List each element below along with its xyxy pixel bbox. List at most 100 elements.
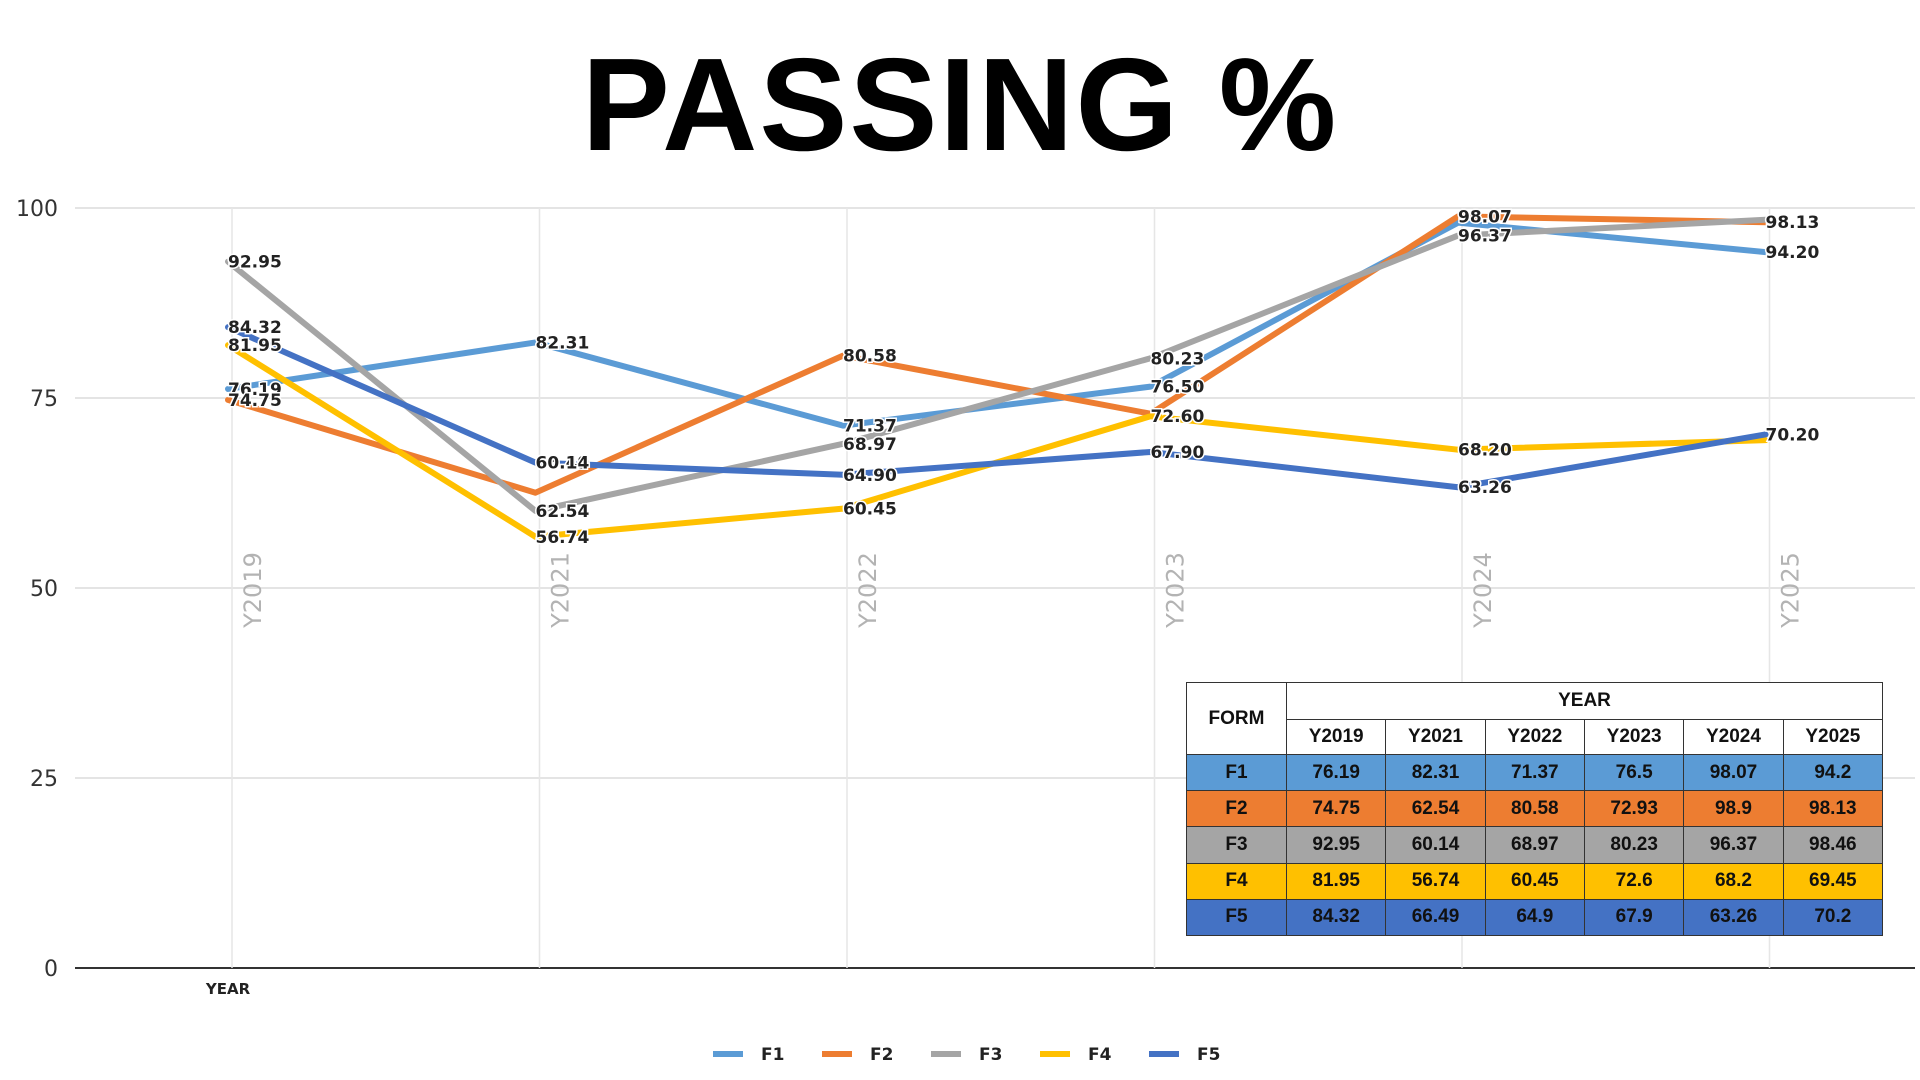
data-label: 68.97 xyxy=(843,435,897,455)
table-row-f5: F5 84.32 66.49 64.9 67.9 63.26 70.2 xyxy=(1186,898,1884,937)
table-column-header: Y2023 xyxy=(1583,719,1685,755)
table-cell: 98.9 xyxy=(1683,790,1784,828)
data-label: 60.45 xyxy=(843,500,897,520)
x-tick-label: Y2024 xyxy=(1469,552,1497,629)
table-row-f3: F3 92.95 60.14 68.97 80.23 96.37 98.46 xyxy=(1186,826,1884,864)
x-axis-ticks: Y2019 Y2021 Y2022 Y2023 Y2024 Y2025 xyxy=(239,552,1805,629)
data-label: 80.58 xyxy=(843,347,897,367)
y-tick-label: 100 xyxy=(16,197,58,222)
table-cell: 68.2 xyxy=(1683,862,1784,900)
data-label: 80.23 xyxy=(1151,349,1205,369)
table-cell: 96.37 xyxy=(1683,826,1784,864)
table-cell: 82.31 xyxy=(1385,753,1486,792)
series-line-f2 xyxy=(225,213,1769,496)
data-label: 98.13 xyxy=(1766,213,1820,233)
chart-title: PASSING % xyxy=(581,31,1339,178)
data-table: FORM YEAR Y2019 Y2021 Y2022 Y2023 Y2024 Y2025… xyxy=(1186,682,1884,937)
table-cell: 64.9 xyxy=(1484,898,1585,937)
table-cell: 69.45 xyxy=(1782,862,1884,900)
data-label: 56.74 xyxy=(536,528,590,548)
table-cell: 68.97 xyxy=(1484,826,1585,864)
table-cell-form: F3 xyxy=(1186,826,1287,864)
table-cell: 62.54 xyxy=(1385,790,1486,828)
table-header-form: FORM xyxy=(1186,682,1287,755)
data-label: 63.26 xyxy=(1458,478,1512,498)
x-tick-label: Y2021 xyxy=(547,552,575,629)
data-label: 98.07 xyxy=(1458,207,1512,227)
table-column-header: Y2021 xyxy=(1385,719,1486,755)
table-body: F1 76.19 82.31 71.37 76.5 98.07 94.2 F2 74.75 62.… xyxy=(1186,753,1884,937)
data-label: 94.20 xyxy=(1766,243,1820,263)
table-cell: 60.14 xyxy=(1385,826,1486,864)
table-cell: 70.2 xyxy=(1782,898,1884,937)
data-label: 81.95 xyxy=(228,336,282,356)
data-label: 67.90 xyxy=(1151,443,1205,463)
table-cell: 80.23 xyxy=(1583,826,1685,864)
data-label: 76.50 xyxy=(1151,378,1205,398)
y-tick-label: 75 xyxy=(30,387,58,412)
table-column-header: Y2025 xyxy=(1782,719,1884,755)
table-header-year: YEAR xyxy=(1286,682,1883,720)
table-column-header: Y2019 xyxy=(1285,719,1387,755)
table-cell: 76.5 xyxy=(1583,753,1685,792)
table-row-f2: F2 74.75 62.54 80.58 72.93 98.9 98.13 xyxy=(1186,790,1884,828)
legend-label-f2: F2 xyxy=(870,1045,893,1065)
series-line-f5 xyxy=(225,324,1769,491)
table-cell: 81.95 xyxy=(1285,862,1387,900)
data-label: 82.31 xyxy=(536,333,590,353)
series-line-f1 xyxy=(225,219,1769,429)
data-label: 74.75 xyxy=(228,391,282,411)
table-cell-form: F2 xyxy=(1186,790,1287,828)
table-cell: 98.07 xyxy=(1683,753,1784,792)
table-cell: 98.46 xyxy=(1782,826,1884,864)
table-cell: 76.19 xyxy=(1285,753,1387,792)
data-label: 60.14 xyxy=(536,454,590,474)
table-cell-form: F1 xyxy=(1186,753,1287,792)
table-cell-form: F5 xyxy=(1186,898,1287,937)
y-tick-label: 50 xyxy=(30,577,58,602)
series-lines xyxy=(225,213,1769,540)
data-label: 66.49 xyxy=(536,454,590,474)
table-column-header: Y2022 xyxy=(1484,719,1585,755)
table-cell: 98.13 xyxy=(1782,790,1884,828)
table-cell: 66.49 xyxy=(1385,898,1486,937)
x-tick-label: Y2023 xyxy=(1162,552,1190,629)
series-line-f3 xyxy=(225,216,1769,514)
legend-label-f4: F4 xyxy=(1088,1045,1112,1065)
data-label: 96.37 xyxy=(1458,227,1512,247)
data-label: 64.90 xyxy=(843,466,897,486)
y-tick-label: 25 xyxy=(30,767,58,792)
data-label: 62.54 xyxy=(536,502,590,522)
y-tick-label: 0 xyxy=(44,957,58,982)
table-row-f4: F4 81.95 56.74 60.45 72.6 68.2 69.45 xyxy=(1186,862,1884,900)
table-column-headers: Y2019 Y2021 Y2022 Y2023 Y2024 Y2025 xyxy=(1187,719,1884,755)
table-cell-form: F4 xyxy=(1186,862,1287,900)
table-cell: 72.93 xyxy=(1583,790,1685,828)
data-labels: 76.19 82.31 71.37 76.50 94.20 74.75 80.58 98.07… xyxy=(227,206,1821,549)
x-tick-label: Y2025 xyxy=(1777,552,1805,629)
x-tick-label: Y2019 xyxy=(239,552,267,629)
table-cell: 84.32 xyxy=(1285,898,1387,937)
data-label: 84.32 xyxy=(228,318,282,338)
table-row-f1: F1 76.19 82.31 71.37 76.5 98.07 94.2 xyxy=(1186,753,1884,792)
table-cell: 60.45 xyxy=(1484,862,1585,900)
legend-label-f3: F3 xyxy=(979,1045,1002,1065)
data-label: 92.95 xyxy=(228,253,282,273)
series-line-f4 xyxy=(225,342,1769,540)
table-cell: 74.75 xyxy=(1285,790,1387,828)
x-tick-label: Y2022 xyxy=(854,552,882,629)
y-axis-ticks: 0 25 50 75 100 xyxy=(16,197,58,982)
data-label: 68.20 xyxy=(1458,441,1512,461)
table-cell: 63.26 xyxy=(1683,898,1784,937)
table-cell: 71.37 xyxy=(1484,753,1585,792)
legend-label-f1: F1 xyxy=(761,1045,784,1065)
data-label: 76.19 xyxy=(228,380,282,400)
data-label: 71.37 xyxy=(843,417,897,437)
x-axis-label: YEAR xyxy=(205,980,251,998)
legend: F1 F2 F3 F4 F5 xyxy=(713,1045,1220,1065)
table-cell: 72.6 xyxy=(1583,862,1685,900)
data-label: 70.20 xyxy=(1766,425,1820,445)
data-label: 72.60 xyxy=(1151,407,1205,427)
table-cell: 92.95 xyxy=(1285,826,1387,864)
